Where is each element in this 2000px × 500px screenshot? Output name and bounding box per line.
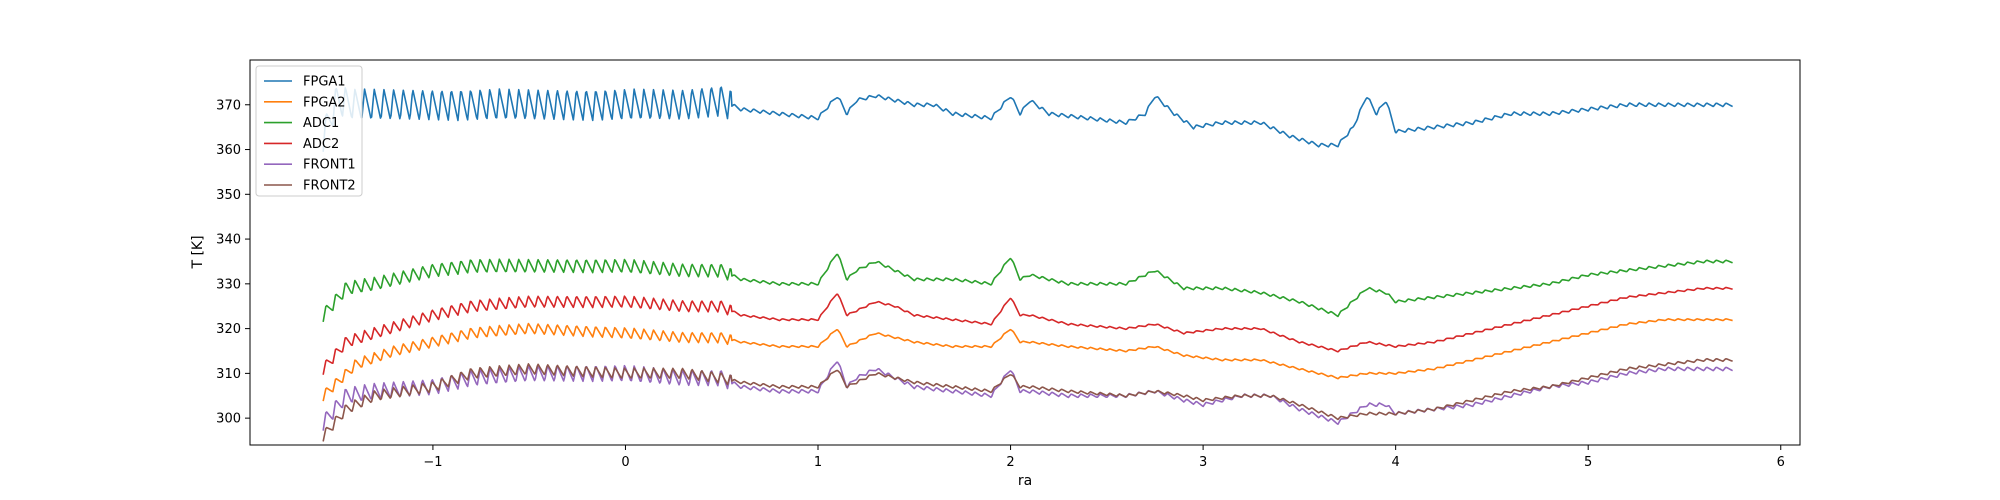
y-tick-label: 310 — [216, 367, 241, 382]
x-tick-label: 2 — [1006, 455, 1014, 470]
x-tick-label: 6 — [1777, 455, 1785, 470]
legend-label-front1: FRONT1 — [303, 158, 356, 173]
x-tick-label: 4 — [1392, 455, 1400, 470]
series-line-fpga1 — [322, 86, 1733, 152]
y-tick-label: 370 — [216, 98, 241, 113]
legend-label-fpga2: FPGA2 — [303, 95, 346, 110]
y-axis: 300 310 320 330 340 350 360 370 — [216, 98, 250, 427]
x-tick-label: 3 — [1199, 455, 1207, 470]
series-line-front2 — [322, 357, 1733, 442]
x-tick-label: 5 — [1584, 455, 1592, 470]
legend-label-adc2: ADC2 — [303, 137, 339, 152]
y-tick-label: 360 — [216, 143, 241, 158]
y-axis-label: T [K] — [190, 235, 206, 269]
y-tick-label: 330 — [216, 277, 241, 292]
legend: FPGA1 FPGA2 ADC1 ADC2 FRONT1 FRONT2 — [255, 65, 363, 197]
x-tick-label: 1 — [814, 455, 822, 470]
y-tick-label: 320 — [216, 322, 241, 337]
plot-frame — [249, 59, 1801, 446]
legend-label-front2: FRONT2 — [303, 179, 356, 194]
series-line-fpga2 — [322, 318, 1733, 402]
y-tick-label: 350 — [216, 188, 241, 203]
legend-label-fpga1: FPGA1 — [303, 75, 346, 90]
x-tick-label: −1 — [423, 455, 442, 470]
plot-area — [250, 60, 1800, 445]
x-axis-label: ra — [1018, 473, 1032, 489]
series-line-adc1 — [322, 253, 1733, 323]
x-tick-label: 0 — [621, 455, 629, 470]
y-tick-label: 340 — [216, 233, 241, 248]
series-layer — [322, 86, 1733, 442]
y-tick-label: 300 — [216, 412, 241, 427]
legend-label-adc1: ADC1 — [303, 116, 339, 131]
series-line-adc2 — [322, 286, 1733, 375]
x-axis: −1 0 1 2 3 4 5 6 — [423, 445, 1785, 470]
